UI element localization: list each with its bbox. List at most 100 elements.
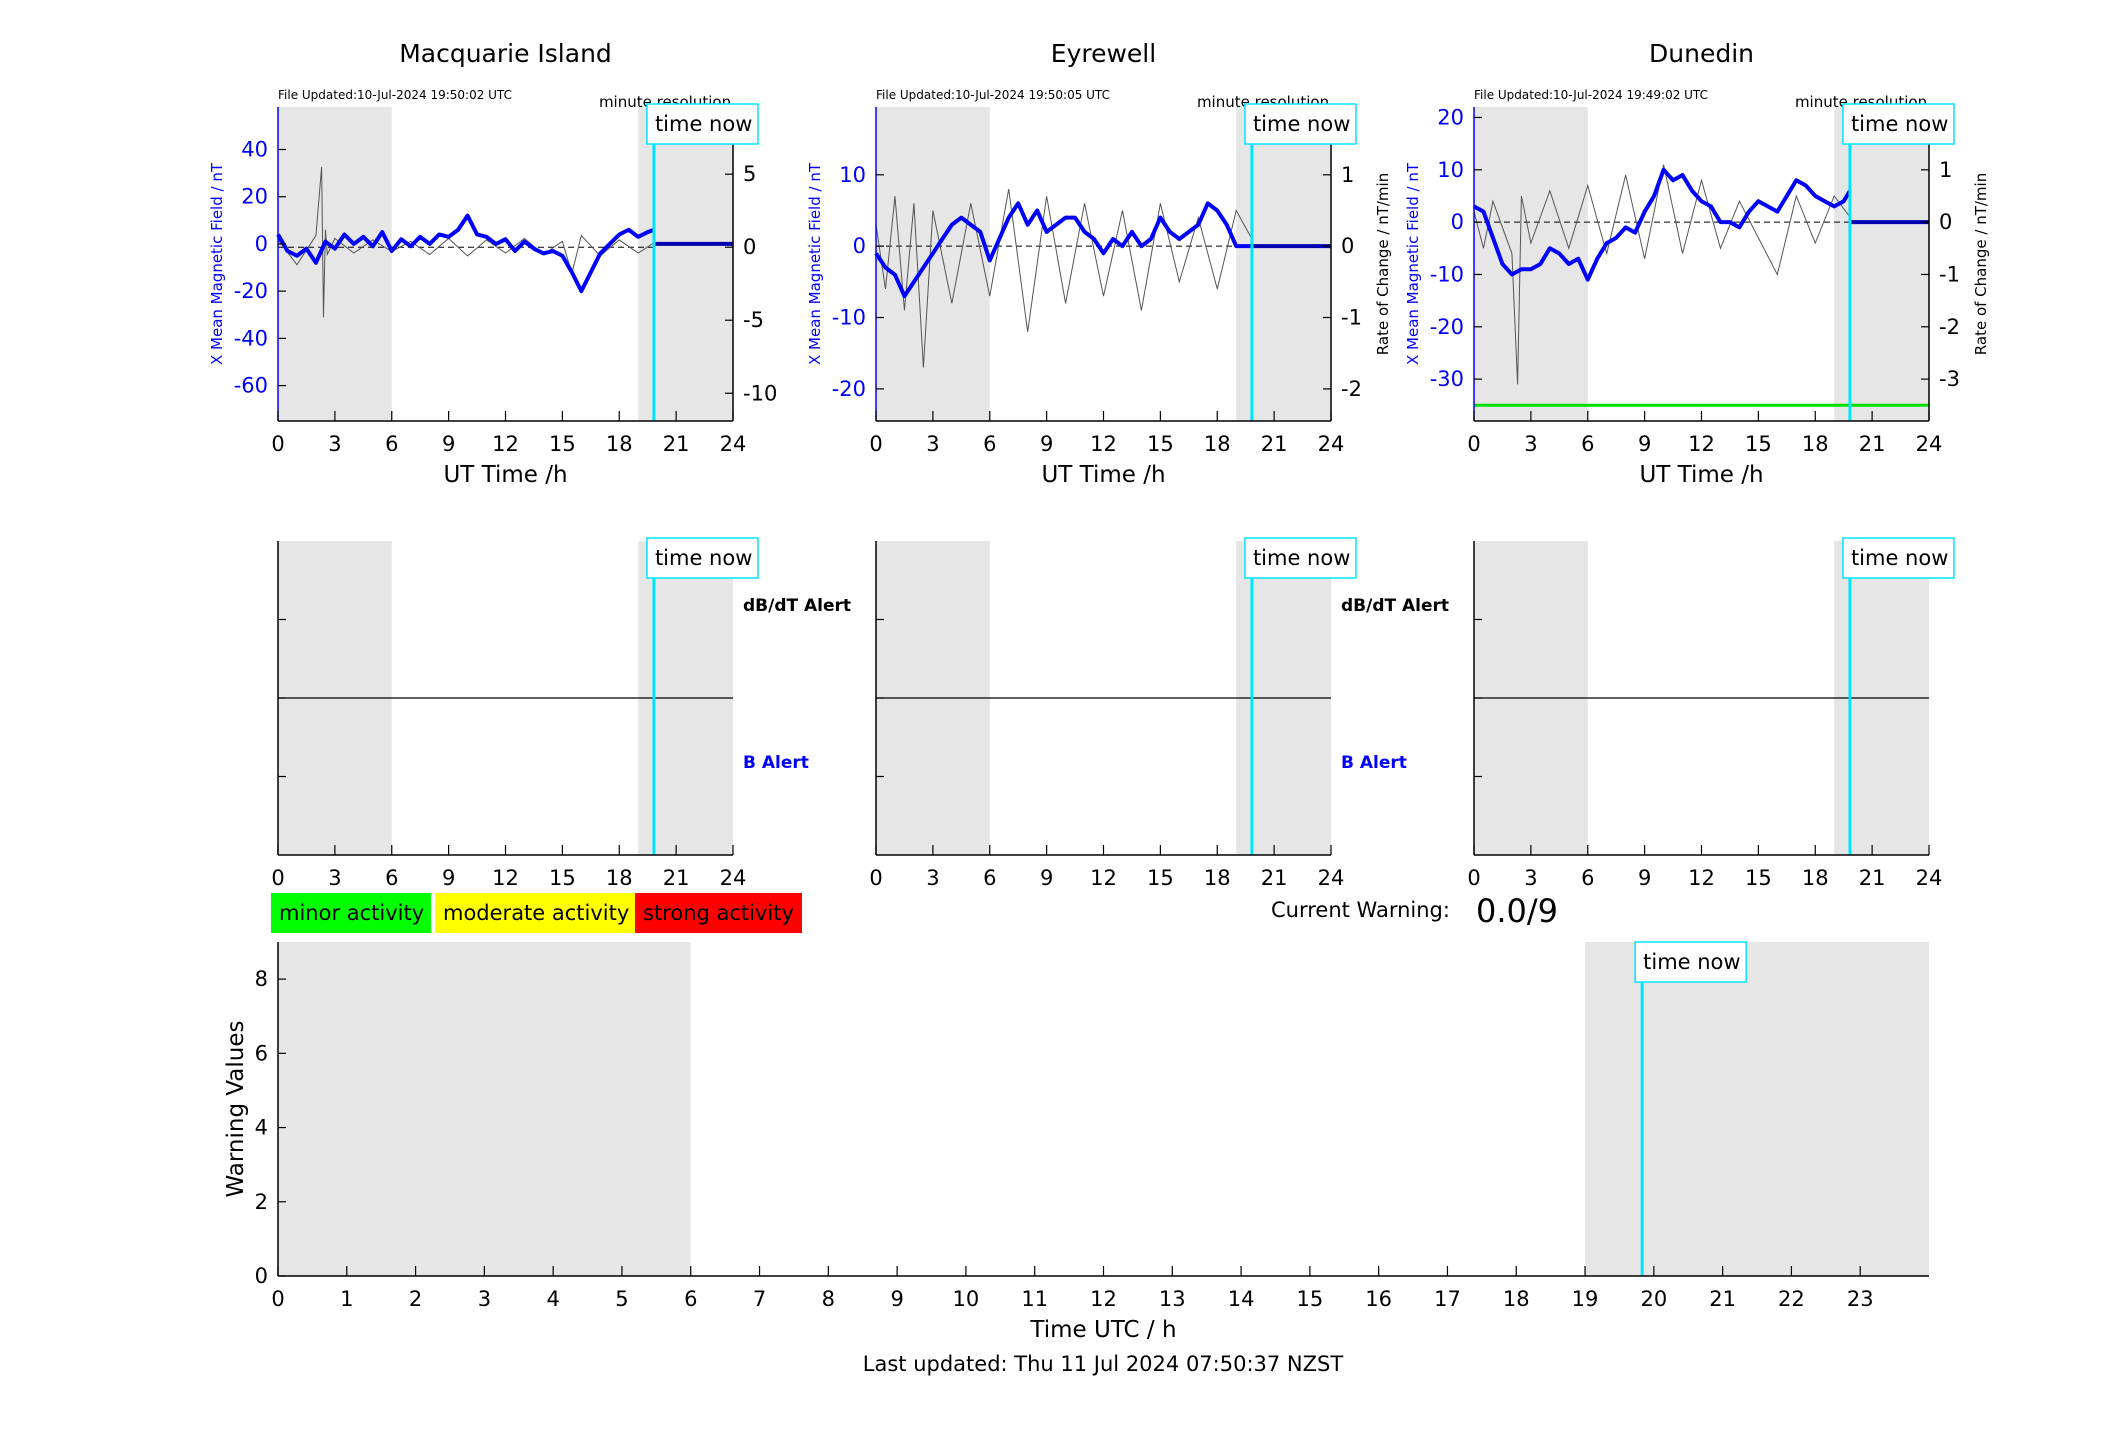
dunedin-xtick-label: 21 [1859, 432, 1886, 456]
macquarie-rate-series [277, 166, 655, 318]
warning-xtick-label: 1 [340, 1287, 353, 1311]
eyrewell-alert-b-alert-label: B Alert [1341, 753, 1407, 773]
macquarie-xtick-label: 6 [385, 432, 398, 456]
warning-xtick-label: 20 [1640, 1287, 1667, 1311]
dunedin-xtick-label: 18 [1802, 432, 1829, 456]
eyrewell-xtick-label: 21 [1261, 432, 1288, 456]
macquarie-xtick-label: 0 [271, 432, 284, 456]
eyrewell-time-now-label: time now [1253, 112, 1350, 136]
eyrewell-ytick-label: 10 [839, 163, 866, 187]
eyrewell-time-now-box [1244, 103, 1357, 145]
macquarie-ytick-right-label: -10 [743, 381, 777, 405]
dunedin-alert-xtick-label: 18 [1802, 866, 1829, 890]
macquarie-alert-time-now-label: time now [655, 546, 752, 570]
current-warning-label: Current Warning: [1271, 898, 1450, 922]
warning-ytick-label: 0 [255, 1264, 268, 1288]
eyrewell-shade-0 [876, 107, 990, 421]
warning-ytick-label: 2 [255, 1190, 268, 1214]
dunedin-alert-xtick-label: 3 [1524, 866, 1537, 890]
eyrewell-xtick-label: 15 [1147, 432, 1174, 456]
dunedin-ytick-label: 10 [1437, 158, 1464, 182]
macquarie-ytick-label: 0 [255, 232, 268, 256]
dunedin-ytick-right-label: -1 [1939, 262, 1960, 286]
eyrewell-xtick-label: 12 [1090, 432, 1117, 456]
macquarie-ytick-label: 40 [241, 137, 268, 161]
warning-xtick-label: 16 [1365, 1287, 1392, 1311]
dunedin-shade-1 [1834, 107, 1929, 421]
dunedin-xtick-label: 12 [1688, 432, 1715, 456]
macquarie-alert-xtick-label: 15 [549, 866, 576, 890]
warning-xtick-label: 22 [1778, 1287, 1805, 1311]
dunedin-time-now-label: time now [1851, 112, 1948, 136]
legend-strong-activity: strong activity [635, 893, 802, 933]
dunedin-xtick-label: 9 [1638, 432, 1651, 456]
eyrewell-ytick-right-label: 1 [1341, 163, 1354, 187]
macquarie-ytick-label: -40 [234, 326, 268, 350]
dunedin-xtick-label: 6 [1581, 432, 1594, 456]
macquarie-alert-xtick-label: 3 [328, 866, 341, 890]
dunedin-time-now-box [1842, 103, 1955, 145]
eyrewell-alert-xtick-label: 21 [1261, 866, 1288, 890]
eyrewell-alert-panel: 0 3 6 9 12 15 18 21 24 time now dB/dT Alert B Alert [869, 537, 1449, 890]
dunedin-ytick-right-label: 1 [1939, 158, 1952, 182]
macquarie-time-now-label: time now [655, 112, 752, 136]
dunedin-file-updated: File Updated:10-Jul-2024 19:49:02 UTC [1474, 88, 1708, 102]
warning-xtick-label: 21 [1709, 1287, 1736, 1311]
eyrewell-ytick-label: 0 [853, 234, 866, 258]
warning-xtick-label: 15 [1297, 1287, 1324, 1311]
eyrewell-xtick-label: 24 [1318, 432, 1345, 456]
eyrewell-alert-xtick-label: 24 [1318, 866, 1345, 890]
macquarie-alert-dbdt-alert-label: dB/dT Alert [743, 596, 851, 616]
warning-xtick-label: 23 [1847, 1287, 1874, 1311]
dunedin-ytick-label: -20 [1430, 315, 1464, 339]
eyrewell-alert-dbdt-alert-label: dB/dT Alert [1341, 596, 1449, 616]
macquarie-ylabel-left: X Mean Magnetic Field / nT [208, 162, 226, 365]
eyrewell-alert-time-now-box [1244, 537, 1357, 579]
eyrewell-title: Eyrewell [1051, 39, 1156, 68]
macquarie-alert-xtick-label: 24 [720, 866, 747, 890]
dunedin-xtick-label: 15 [1745, 432, 1772, 456]
eyrewell-ytick-label: -20 [832, 377, 866, 401]
legend-moderate-activity: moderate activity [435, 893, 635, 933]
warning-xtick-label: 5 [615, 1287, 628, 1311]
dunedin-ytick-right-label: -3 [1939, 367, 1960, 391]
macquarie-ytick-right-label: -5 [743, 308, 764, 332]
warning-shade-1 [1585, 942, 1929, 1276]
macquarie-xtick-label: 24 [720, 432, 747, 456]
dunedin-alert-xtick-label: 9 [1638, 866, 1651, 890]
eyrewell-xtick-label: 6 [983, 432, 996, 456]
dunedin-title: Dunedin [1649, 39, 1754, 68]
warning-xtick-label: 12 [1090, 1287, 1117, 1311]
dunedin-alert-xtick-label: 0 [1467, 866, 1480, 890]
warning-xtick-label: 7 [753, 1287, 766, 1311]
warning-xtick-label: 19 [1572, 1287, 1599, 1311]
dunedin-ytick-right-label: -2 [1939, 315, 1960, 339]
dunedin-ylabel-right: Rate of Change / nT/min [1972, 173, 1990, 355]
eyrewell-rate-series [875, 188, 1253, 368]
eyrewell-mean-field-series [874, 201, 1252, 299]
warning-xtick-label: 11 [1021, 1287, 1048, 1311]
dunedin-alert-time-now-box [1842, 537, 1955, 579]
dunedin-rate-series [1473, 164, 1851, 385]
macquarie-xlabel: UT Time /h [443, 462, 567, 488]
warning-xtick-label: 13 [1159, 1287, 1186, 1311]
warning-ytick-label: 4 [255, 1116, 268, 1140]
footer-last-updated: Last updated: Thu 11 Jul 2024 07:50:37 N… [863, 1352, 1344, 1376]
eyrewell-xtick-label: 9 [1040, 432, 1053, 456]
warning-ytick-label: 8 [255, 967, 268, 991]
eyrewell-xtick-label: 3 [926, 432, 939, 456]
eyrewell-alert-xtick-label: 0 [869, 866, 882, 890]
eyrewell-alert-xtick-label: 3 [926, 866, 939, 890]
dunedin-ytick-right-label: 0 [1939, 210, 1952, 234]
macquarie-xtick-label: 3 [328, 432, 341, 456]
macquarie-alert-xtick-label: 21 [663, 866, 690, 890]
eyrewell-alert-xtick-label: 15 [1147, 866, 1174, 890]
macquarie-alert-xtick-label: 0 [271, 866, 284, 890]
macquarie-shade-1 [638, 107, 733, 421]
macquarie-panel: 0 3 6 9 12 15 18 21 24 -60 -40 -20 0 20 40 -10 -5 0 5 Macqu… [208, 39, 777, 488]
warning-xtick-label: 2 [409, 1287, 422, 1311]
dunedin-alert-xtick-label: 24 [1916, 866, 1943, 890]
macquarie-ytick-label: -20 [234, 279, 268, 303]
warning-xtick-label: 14 [1228, 1287, 1255, 1311]
